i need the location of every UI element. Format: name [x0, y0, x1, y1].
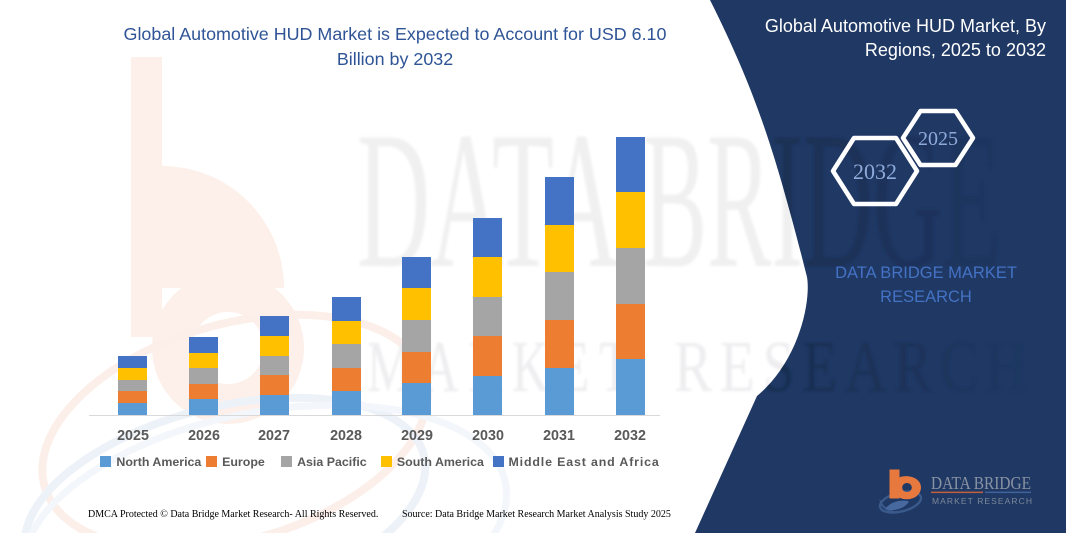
- svg-text:2032: 2032: [853, 159, 897, 184]
- svg-text:2025: 2025: [918, 128, 958, 150]
- svg-text:DATA BRIDGE: DATA BRIDGE: [931, 473, 1031, 493]
- svg-text:MARKET RESEARCH: MARKET RESEARCH: [932, 496, 1032, 506]
